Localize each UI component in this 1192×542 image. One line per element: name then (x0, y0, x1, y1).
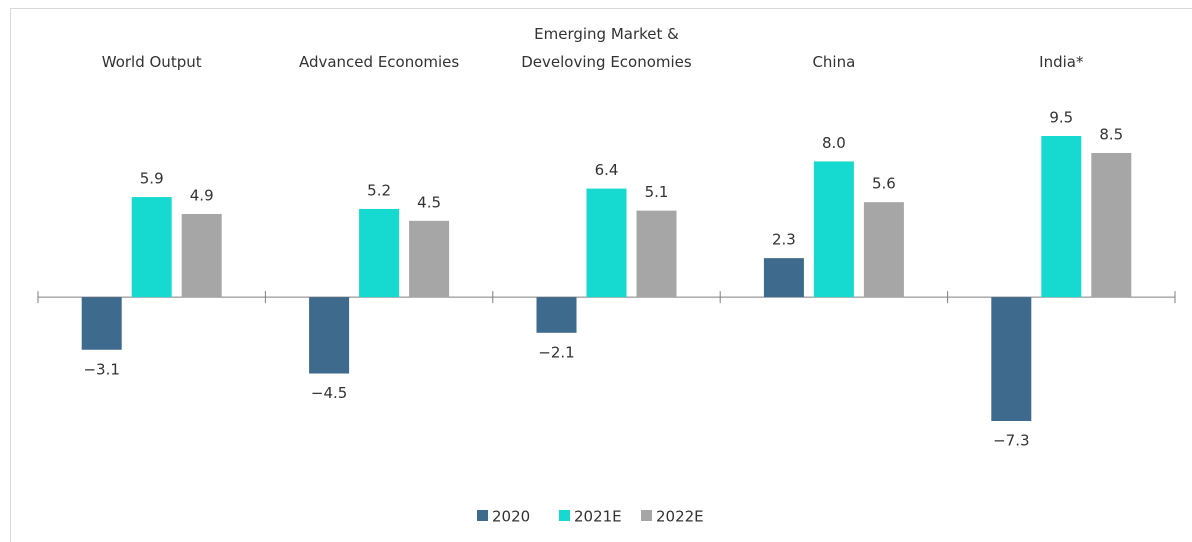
bar (763, 258, 804, 298)
bar (131, 197, 172, 298)
bar (536, 297, 577, 333)
category-label: Advanced Economies (298, 53, 460, 71)
legend-swatch (641, 510, 652, 521)
value-label: 2.3 (772, 231, 796, 249)
value-label: 9.5 (1049, 109, 1073, 127)
value-label: 4.5 (417, 193, 441, 211)
value-label: −3.1 (83, 360, 119, 378)
bar (1091, 152, 1132, 298)
bar (1041, 136, 1082, 298)
bar (991, 297, 1032, 421)
bar (409, 220, 450, 298)
value-label: −4.5 (311, 384, 347, 402)
bar (359, 208, 400, 298)
bar (81, 297, 122, 350)
category-label: Emerging Market & Develoving Economies (521, 25, 692, 71)
bar (181, 214, 222, 298)
bar (309, 297, 350, 374)
legend-label: 2021E (574, 508, 622, 526)
value-label: 5.1 (645, 183, 669, 201)
legend-label: 2020 (492, 508, 530, 526)
legend-label: 2022E (656, 508, 704, 526)
legend-swatch (559, 510, 570, 521)
category-label: India* (1039, 53, 1084, 71)
value-label: 5.6 (872, 175, 896, 193)
bar (863, 202, 904, 298)
bar (636, 210, 677, 298)
category-label: World Output (101, 53, 202, 71)
value-label: 4.9 (190, 187, 214, 205)
bar (586, 188, 627, 298)
category-label: China (812, 53, 856, 71)
legend-swatch (477, 510, 488, 521)
value-label: 8.5 (1099, 125, 1123, 143)
value-label: 5.2 (367, 181, 391, 199)
bar (813, 161, 854, 298)
value-label: 6.4 (595, 161, 619, 179)
frame (10, 8, 1192, 542)
value-label: −2.1 (538, 343, 574, 361)
value-label: 8.0 (822, 134, 846, 152)
value-label: 5.9 (140, 170, 164, 188)
value-label: −7.3 (993, 432, 1029, 450)
